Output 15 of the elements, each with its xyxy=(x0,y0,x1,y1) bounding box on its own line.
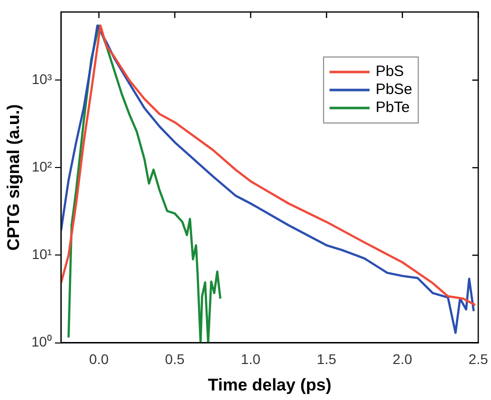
x-tick-label: 0.0 xyxy=(89,351,109,368)
legend-label: PbTe xyxy=(376,99,410,116)
x-tick-label: 2.5 xyxy=(468,351,488,368)
y-tick-label: 10² xyxy=(32,158,52,175)
x-tick-label: 1.5 xyxy=(316,351,336,368)
y-tick-label: 10⁰ xyxy=(31,334,52,350)
x-axis-title: Time delay (ps) xyxy=(208,375,332,394)
y-axis-title: CPTG signal (a.u.) xyxy=(4,104,23,251)
x-tick-label: 1.0 xyxy=(240,351,261,368)
x-tick-label: 0.5 xyxy=(165,351,185,368)
legend-label: PbS xyxy=(376,63,404,80)
y-tick-label: 10³ xyxy=(32,70,52,87)
y-tick-label: 10¹ xyxy=(32,246,52,262)
x-tick-label: 2.0 xyxy=(392,351,412,368)
legend-label: PbSe xyxy=(376,81,412,98)
